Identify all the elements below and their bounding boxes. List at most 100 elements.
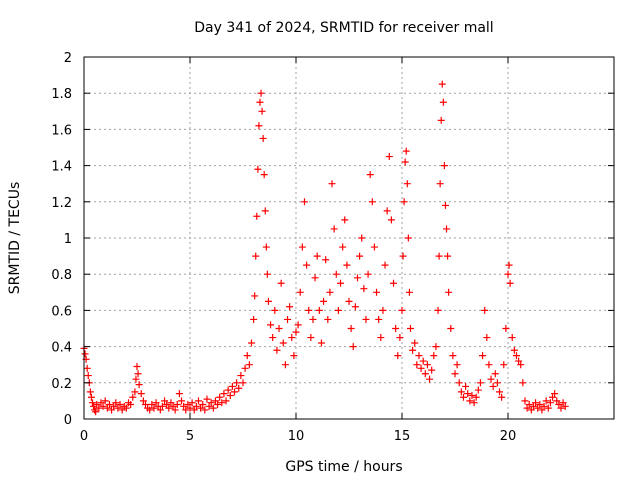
data-point	[375, 315, 383, 323]
data-point	[251, 292, 259, 300]
x-tick-label: 0	[80, 429, 88, 444]
data-point	[404, 234, 412, 242]
data-point	[423, 361, 431, 369]
data-point	[506, 279, 514, 287]
data-point	[131, 388, 139, 396]
data-point	[105, 401, 113, 409]
data-point	[487, 375, 495, 383]
data-point	[156, 406, 164, 414]
data-point	[345, 297, 353, 305]
data-point	[180, 402, 188, 410]
data-point	[192, 402, 200, 410]
data-point	[279, 339, 287, 347]
data-point	[515, 357, 523, 365]
data-point	[529, 402, 537, 410]
data-point	[470, 399, 478, 407]
data-point	[256, 98, 264, 106]
data-point	[269, 334, 277, 342]
data-point	[101, 397, 109, 405]
data-point	[116, 401, 124, 409]
data-point	[536, 401, 544, 409]
data-point	[364, 270, 372, 278]
y-tick-label: 1	[64, 232, 72, 247]
data-point	[254, 165, 262, 173]
data-point	[401, 158, 409, 166]
data-point	[343, 261, 351, 269]
data-point	[496, 388, 504, 396]
data-point	[257, 89, 265, 97]
data-point	[400, 198, 408, 206]
data-point	[421, 370, 429, 378]
x-tick-label: 20	[500, 429, 517, 444]
data-point	[447, 325, 455, 332]
data-point	[441, 201, 449, 209]
data-point	[519, 379, 527, 387]
x-tick-label: 5	[186, 429, 194, 444]
data-point	[286, 303, 294, 311]
data-point	[474, 386, 482, 394]
data-point	[505, 261, 513, 269]
data-point	[353, 274, 361, 282]
data-point	[294, 321, 302, 329]
data-point	[178, 397, 186, 405]
data-point	[351, 303, 359, 311]
data-point	[216, 393, 224, 401]
data-point	[489, 382, 497, 390]
data-point	[358, 234, 366, 242]
data-point	[437, 116, 445, 124]
data-point	[305, 306, 313, 314]
data-point	[356, 252, 364, 260]
data-point	[245, 361, 253, 369]
data-point	[158, 402, 166, 410]
data-point	[411, 339, 419, 347]
y-tick-label: 1.4	[51, 160, 72, 175]
data-point	[341, 216, 349, 224]
data-point	[218, 399, 226, 407]
data-point	[253, 212, 261, 220]
data-point	[542, 397, 550, 405]
data-point	[241, 364, 249, 372]
data-point	[532, 399, 540, 407]
data-point	[527, 406, 535, 414]
x-axis-label: GPS time / hours	[285, 459, 402, 475]
data-point	[152, 399, 160, 407]
data-point	[235, 384, 243, 392]
data-point	[84, 372, 92, 380]
data-point	[555, 401, 563, 409]
data-point	[559, 399, 567, 407]
y-tick-label: 1.8	[51, 87, 72, 102]
data-point	[135, 381, 143, 389]
data-point	[330, 225, 338, 233]
data-point	[231, 388, 239, 396]
data-point	[399, 252, 407, 260]
data-point	[300, 198, 308, 206]
data-point	[347, 325, 355, 332]
data-point	[315, 306, 323, 314]
data-point	[540, 402, 548, 410]
data-point	[428, 366, 436, 374]
data-point	[534, 404, 542, 412]
data-point	[114, 404, 122, 412]
data-point	[432, 343, 440, 351]
data-point	[259, 134, 267, 142]
data-point	[237, 372, 245, 380]
data-point	[97, 399, 105, 407]
data-point	[267, 321, 275, 329]
data-point	[557, 404, 565, 412]
data-point	[510, 346, 518, 354]
data-point	[298, 243, 306, 251]
data-point	[263, 270, 271, 278]
data-point	[334, 306, 342, 314]
data-point	[226, 391, 234, 399]
data-point	[426, 375, 434, 383]
data-point	[252, 252, 260, 260]
data-point	[88, 399, 96, 407]
data-point	[512, 352, 520, 360]
data-point	[504, 270, 512, 278]
data-point	[379, 306, 387, 314]
data-point	[349, 343, 357, 351]
data-point	[228, 382, 236, 390]
data-point	[485, 361, 493, 369]
data-point	[398, 306, 406, 314]
data-point	[419, 357, 427, 365]
